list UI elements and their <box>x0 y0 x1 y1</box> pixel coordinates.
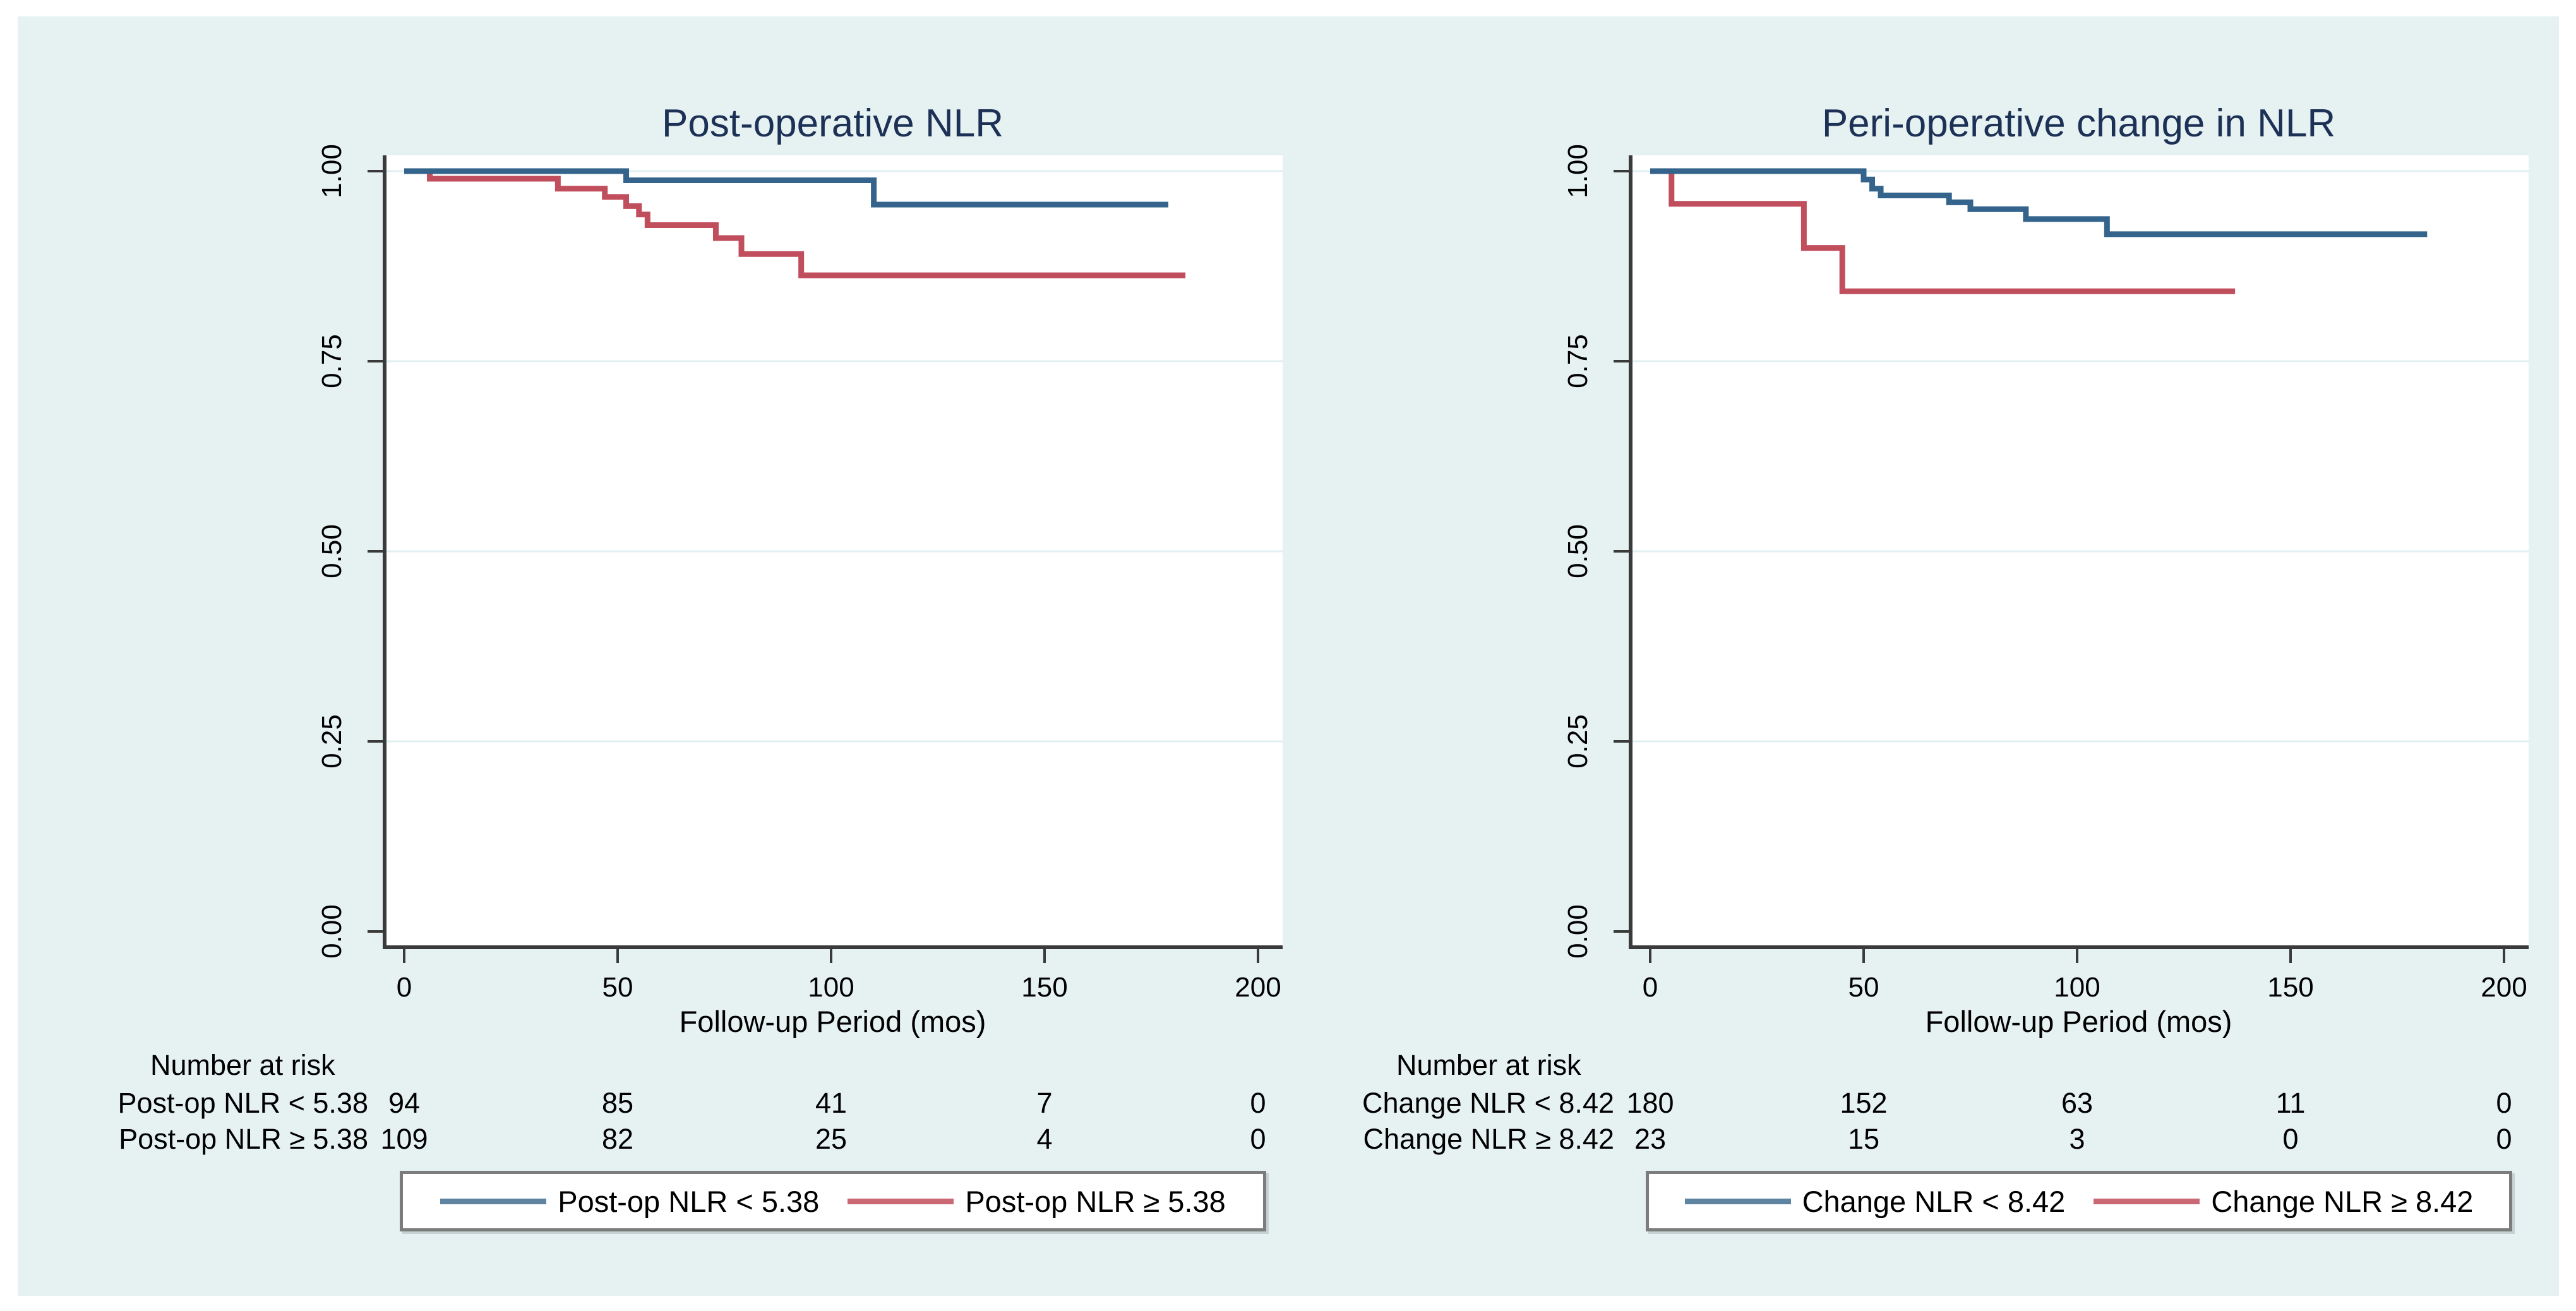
x-tick-label-100: 100 <box>808 972 854 1003</box>
x-tick-label-150: 150 <box>1021 972 1068 1003</box>
y-tick-0.50 <box>1614 550 1629 553</box>
x-axis-line <box>383 945 1283 949</box>
at-risk-count: 82 <box>601 1123 634 1155</box>
km-curve-Post-op NLR ≥ 5.38 <box>404 168 1186 278</box>
y-tick-label-0.75: 0.75 <box>1562 334 1593 388</box>
y-tick-0.25 <box>1614 740 1629 743</box>
legend-line-swatch <box>2094 1198 2200 1204</box>
legend-line-swatch <box>848 1198 954 1204</box>
legend-line-swatch <box>1684 1198 1791 1204</box>
y-tick-0.75 <box>1614 360 1629 362</box>
at-risk-count: 0 <box>2496 1087 2512 1119</box>
x-tick-150 <box>2289 949 2292 963</box>
x-tick-label-200: 200 <box>1235 972 1281 1003</box>
x-tick-50 <box>1862 949 1865 963</box>
km-plot <box>1614 155 2529 963</box>
at-risk-row-label: Change NLR ≥ 8.42 <box>1363 1123 1614 1155</box>
y-tick-1.00 <box>368 170 383 172</box>
x-axis-title: Follow-up Period (mos) <box>679 1005 986 1038</box>
at-risk-count: 0 <box>1250 1087 1266 1119</box>
figure-background: Post-operative NLR Follow-up Period (mos… <box>18 16 2559 1296</box>
at-risk-row-label: Change NLR < 8.42 <box>1362 1087 1614 1119</box>
number-at-risk-header: Number at risk <box>1396 1049 1581 1081</box>
at-risk-count: 63 <box>2061 1087 2094 1119</box>
y-tick-label-0.25: 0.25 <box>316 714 347 769</box>
y-tick-label-1.00: 1.00 <box>316 144 347 198</box>
panel-title: Post-operative NLR <box>661 102 1004 145</box>
legend-item: Change NLR < 8.42 <box>1684 1184 2066 1219</box>
legend-label: Change NLR < 8.42 <box>1802 1184 2066 1218</box>
x-tick-label-0: 0 <box>396 972 412 1003</box>
y-tick-label-0.25: 0.25 <box>1562 714 1593 769</box>
y-tick-0.50 <box>368 550 383 553</box>
at-risk-count: 0 <box>2282 1123 2299 1155</box>
y-tick-label-0.00: 0.00 <box>1562 904 1593 959</box>
at-risk-count: 23 <box>1634 1123 1667 1155</box>
panel-title: Peri-operative change in NLR <box>1821 102 2336 145</box>
at-risk-count: 85 <box>601 1087 634 1119</box>
km-curve-Post-op NLR < 5.38 <box>404 168 1169 208</box>
x-tick-label-50: 50 <box>602 972 633 1003</box>
x-axis-line <box>1629 945 2529 949</box>
legend-label: Post-op NLR ≥ 5.38 <box>965 1184 1226 1218</box>
at-risk-count: 180 <box>1626 1087 1674 1119</box>
y-axis-line <box>383 155 386 949</box>
at-risk-count: 94 <box>388 1087 421 1119</box>
legend-item: Change NLR ≥ 8.42 <box>2094 1184 2473 1219</box>
legend-label: Post-op NLR < 5.38 <box>558 1184 820 1218</box>
at-risk-count: 109 <box>380 1123 428 1155</box>
x-tick-150 <box>1043 949 1046 963</box>
x-tick-label-100: 100 <box>2054 972 2100 1003</box>
at-risk-count: 11 <box>2275 1087 2306 1119</box>
y-axis-line <box>1629 155 1632 949</box>
x-tick-0 <box>1649 949 1651 963</box>
legend-box: Post-op NLR < 5.38 Post-op NLR ≥ 5.38 <box>400 1171 1266 1231</box>
y-tick-1.00 <box>1614 170 1629 172</box>
legend-line-swatch <box>440 1198 547 1204</box>
y-tick-0.25 <box>368 740 383 743</box>
y-tick-label-0.75: 0.75 <box>316 334 347 388</box>
at-risk-row-label: Post-op NLR < 5.38 <box>117 1087 368 1119</box>
km-curve-Change NLR ≥ 8.42 <box>1650 168 2236 294</box>
x-axis-title: Follow-up Period (mos) <box>1925 1005 2232 1038</box>
x-tick-label-200: 200 <box>2481 972 2527 1003</box>
x-tick-200 <box>2503 949 2505 963</box>
y-tick-label-0.50: 0.50 <box>316 524 347 578</box>
y-tick-0.00 <box>368 930 383 933</box>
number-at-risk-header: Number at risk <box>150 1049 335 1081</box>
x-tick-100 <box>830 949 832 963</box>
at-risk-count: 25 <box>815 1123 848 1155</box>
at-risk-count: 7 <box>1036 1087 1053 1119</box>
at-risk-count: 41 <box>815 1087 848 1119</box>
at-risk-count: 3 <box>2069 1123 2085 1155</box>
y-tick-0.75 <box>368 360 383 362</box>
y-tick-0.00 <box>1614 930 1629 933</box>
x-tick-0 <box>403 949 405 963</box>
x-tick-50 <box>616 949 619 963</box>
at-risk-count: 0 <box>1250 1123 1266 1155</box>
x-tick-label-150: 150 <box>2267 972 2314 1003</box>
y-tick-label-0.00: 0.00 <box>316 904 347 959</box>
legend-item: Post-op NLR < 5.38 <box>440 1184 819 1219</box>
legend-label: Change NLR ≥ 8.42 <box>2211 1184 2474 1218</box>
x-tick-label-50: 50 <box>1848 972 1879 1003</box>
at-risk-count: 0 <box>2496 1123 2512 1155</box>
km-curve-Change NLR < 8.42 <box>1650 168 2428 237</box>
km-plot <box>368 155 1283 963</box>
legend-item: Post-op NLR ≥ 5.38 <box>848 1184 1226 1219</box>
at-risk-row-label: Post-op NLR ≥ 5.38 <box>119 1123 368 1155</box>
at-risk-count: 152 <box>1840 1087 1888 1119</box>
x-tick-100 <box>2076 949 2078 963</box>
at-risk-count: 15 <box>1847 1123 1880 1155</box>
legend-box: Change NLR < 8.42 Change NLR ≥ 8.42 <box>1646 1171 2512 1231</box>
x-tick-label-0: 0 <box>1642 972 1658 1003</box>
y-tick-label-0.50: 0.50 <box>1562 524 1593 578</box>
x-tick-200 <box>1257 949 1259 963</box>
y-tick-label-1.00: 1.00 <box>1562 144 1593 198</box>
at-risk-count: 4 <box>1036 1123 1053 1155</box>
